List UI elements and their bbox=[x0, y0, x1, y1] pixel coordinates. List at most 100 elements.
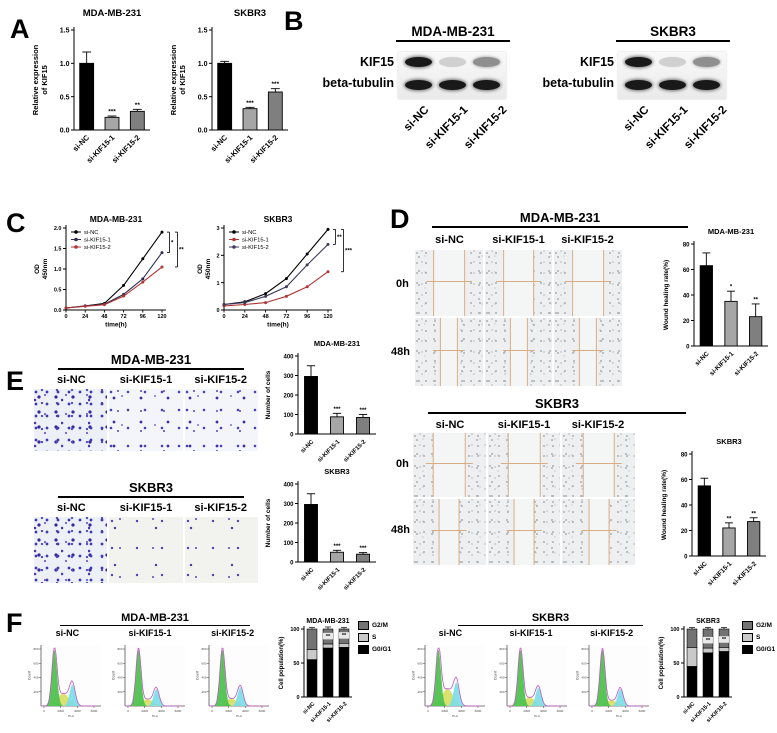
legend-label: G2/M bbox=[756, 622, 772, 629]
segment-S bbox=[306, 649, 318, 660]
svg-text:SKBR3: SKBR3 bbox=[716, 437, 741, 446]
svg-text:2.0: 2.0 bbox=[54, 226, 62, 232]
wound-image-si-KIF15-1-0h bbox=[487, 433, 561, 497]
col-label-si-NC: si-NC bbox=[56, 374, 86, 386]
bar-si-KIF15-2 bbox=[749, 316, 763, 347]
col-label-si-KIF15-1: si-KIF15-1 bbox=[119, 374, 173, 386]
transwell-image-si-KIF15-2 bbox=[184, 517, 258, 583]
svg-text:200: 200 bbox=[283, 393, 294, 399]
svg-text:si-KIF15-1: si-KIF15-1 bbox=[317, 567, 342, 592]
svg-text:0: 0 bbox=[684, 554, 688, 560]
svg-text:si-KIF15-2: si-KIF15-2 bbox=[242, 245, 269, 251]
flow-histograms-mda: 200 400 600 800 0 2000 4000 6000 PI-A Count 200 400… bbox=[26, 640, 274, 732]
bar-chart-wound-healing-mda-svg: MDA-MB-231 0 20 40 60 80 Wound healing rate(%)… bbox=[663, 227, 768, 377]
svg-text:0.5: 0.5 bbox=[54, 288, 62, 294]
segment-G0/G1 bbox=[322, 647, 334, 698]
transwell-image-si-KIF15-2 bbox=[184, 389, 258, 451]
svg-text:4000: 4000 bbox=[458, 709, 465, 713]
svg-text:**: ** bbox=[753, 297, 758, 303]
svg-text:*: * bbox=[171, 240, 174, 246]
transwell-images-mda bbox=[34, 389, 258, 451]
svg-text:300: 300 bbox=[283, 502, 294, 508]
svg-text:6000: 6000 bbox=[557, 709, 564, 713]
svg-text:600: 600 bbox=[201, 661, 206, 665]
svg-text:6000: 6000 bbox=[91, 709, 98, 713]
svg-text:PI-A: PI-A bbox=[534, 714, 540, 718]
wound-gap bbox=[565, 250, 611, 316]
segment-G2/M bbox=[686, 628, 698, 648]
svg-text:0: 0 bbox=[686, 344, 690, 350]
svg-text:1.0: 1.0 bbox=[54, 267, 62, 273]
svg-text:PI-A: PI-A bbox=[452, 714, 458, 718]
legend-label: G2/M bbox=[372, 622, 388, 629]
svg-text:40: 40 bbox=[681, 503, 688, 509]
svg-text:si-KIF15-2: si-KIF15-2 bbox=[84, 245, 111, 251]
legend-item-S: S bbox=[358, 633, 391, 642]
wound-group-title-mda: MDA-MB-231 bbox=[432, 210, 688, 228]
legend-swatch bbox=[358, 645, 369, 654]
svg-text:si-NC: si-NC bbox=[300, 567, 316, 583]
svg-text:20: 20 bbox=[683, 319, 690, 325]
col-label-si-NC: si-NC bbox=[435, 234, 464, 246]
svg-text:400: 400 bbox=[117, 676, 122, 680]
segment-S bbox=[686, 647, 698, 667]
wound-image-si-NC-48h bbox=[413, 499, 486, 565]
blot-band bbox=[659, 80, 686, 90]
cell-cycle-legend: G2/M S G0/G1 bbox=[742, 621, 775, 657]
svg-text:***: *** bbox=[333, 544, 341, 550]
wound-group-title-skbr3: SKBR3 bbox=[428, 396, 686, 414]
svg-text:Count: Count bbox=[28, 671, 32, 680]
lane-label-si-NC: si-NC bbox=[402, 104, 432, 134]
bar-si-NC bbox=[304, 504, 318, 563]
col-label-si-KIF15-2: si-KIF15-2 bbox=[590, 628, 634, 638]
svg-text:100: 100 bbox=[283, 413, 294, 419]
bar-si-KIF15-1 bbox=[724, 300, 738, 347]
svg-text:800: 800 bbox=[33, 647, 38, 651]
wound-col-labels: si-NC si-KIF15-1 si-KIF15-2 bbox=[415, 234, 622, 246]
svg-text:0: 0 bbox=[64, 314, 67, 320]
col-label-si-KIF15-1: si-KIF15-1 bbox=[497, 419, 551, 431]
blot-band bbox=[439, 80, 466, 90]
cell-cycle-legend: G2/M S G0/G1 bbox=[358, 621, 391, 657]
svg-text:**: ** bbox=[751, 511, 756, 517]
svg-text:time(h): time(h) bbox=[267, 322, 289, 329]
wound-gap bbox=[426, 433, 473, 497]
svg-text:MDA-MB-231: MDA-MB-231 bbox=[83, 8, 142, 19]
svg-text:100: 100 bbox=[290, 627, 299, 633]
svg-text:si-KIF15-1: si-KIF15-1 bbox=[706, 560, 733, 587]
wound-image-si-KIF15-2-48h bbox=[562, 499, 636, 565]
svg-text:Count: Count bbox=[412, 671, 416, 680]
blot-row-label-tubulin: beta-tubulin bbox=[542, 76, 614, 90]
svg-text:60: 60 bbox=[681, 478, 688, 484]
svg-text:SKBR3: SKBR3 bbox=[696, 618, 720, 625]
blot-band bbox=[659, 57, 686, 67]
wound-images-48h-mda bbox=[415, 318, 623, 386]
wound-gap bbox=[431, 499, 467, 565]
transwell-image-si-KIF15-1 bbox=[109, 389, 183, 451]
svg-text:0: 0 bbox=[43, 709, 45, 713]
col-label-si-KIF15-2: si-KIF15-2 bbox=[561, 234, 614, 246]
svg-text:***: *** bbox=[108, 109, 116, 116]
col-label-si-KIF15-1: si-KIF15-1 bbox=[509, 628, 553, 638]
svg-text:Count: Count bbox=[196, 671, 200, 680]
svg-text:Count: Count bbox=[112, 671, 116, 680]
svg-text:50: 50 bbox=[293, 661, 299, 667]
svg-text:400: 400 bbox=[499, 676, 504, 680]
svg-text:48: 48 bbox=[263, 314, 269, 320]
flow-histogram-si-NC-svg: 200 400 600 800 0 2000 4000 6000 PI-A Count bbox=[412, 645, 485, 718]
svg-text:MDA-MB-231: MDA-MB-231 bbox=[314, 339, 360, 348]
legend-label: G0/G1 bbox=[756, 646, 776, 653]
svg-text:600: 600 bbox=[417, 661, 422, 665]
segment-G0/G1 bbox=[338, 647, 350, 698]
svg-text:400: 400 bbox=[33, 676, 38, 680]
svg-text:200: 200 bbox=[33, 690, 38, 694]
svg-text:400: 400 bbox=[283, 354, 294, 360]
bar-si-KIF15-2 bbox=[356, 416, 370, 435]
transwell-image-si-NC bbox=[34, 389, 108, 451]
bar-si-NC bbox=[79, 62, 95, 131]
blot-band bbox=[625, 57, 652, 67]
segment-G0/G1 bbox=[306, 659, 318, 698]
svg-text:200: 200 bbox=[417, 690, 422, 694]
svg-text:si-NC: si-NC bbox=[694, 350, 711, 367]
